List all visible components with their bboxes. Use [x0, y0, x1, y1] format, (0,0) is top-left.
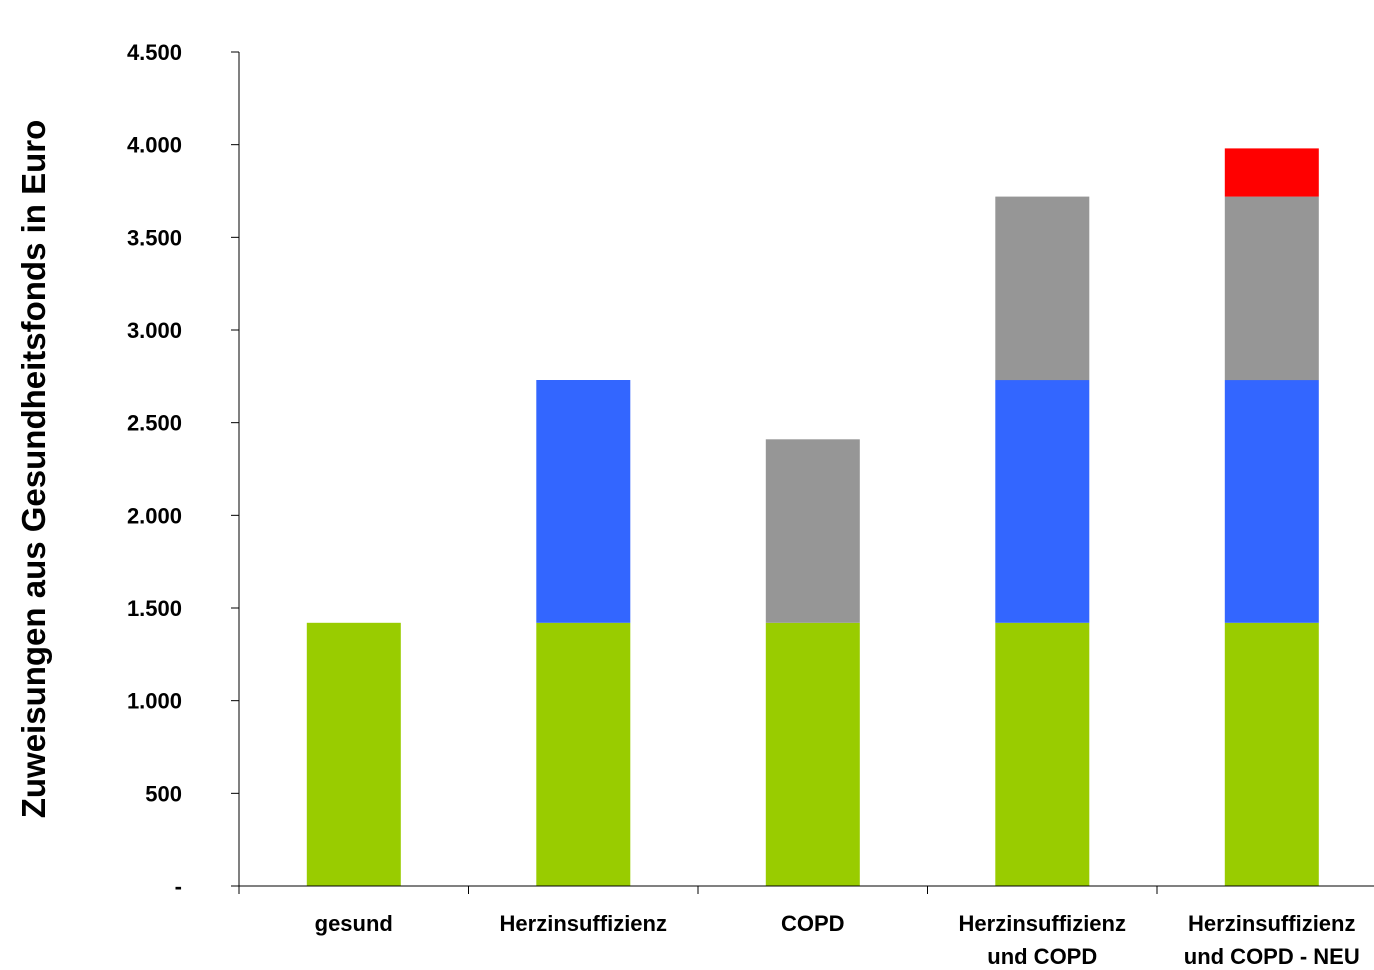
bar-segment-cat4-series1	[1224, 380, 1319, 623]
x-tick-label: gesund	[315, 911, 393, 936]
axes-layer	[231, 52, 1374, 894]
x-ticks: gesund Herzinsuffizienz COPD Herzinsuffizie…	[238, 886, 1360, 969]
y-tick-label: 3.000	[127, 318, 182, 343]
bar-segment-cat1-series0	[536, 622, 631, 886]
bar-segment-cat4-series3	[1224, 148, 1319, 197]
x-tick-label: Herzinsuffizienz und COPD	[959, 911, 1126, 969]
y-tick-label: -	[175, 874, 182, 899]
bar-segment-cat4-series0	[1224, 622, 1319, 886]
y-tick-label: 1.000	[127, 689, 182, 714]
bar-segment-cat4-series2	[1224, 196, 1319, 381]
bar-segment-cat3-series0	[995, 622, 1090, 886]
y-tick-label: 1.500	[127, 596, 182, 621]
y-axis-label: Zuweisungen aus Gesundheitsfonds in Euro	[15, 120, 52, 819]
bar-segment-cat1-series1	[536, 380, 631, 623]
x-tick-label: Herzinsuffizienz	[500, 911, 667, 936]
y-ticks: - 500 1.000 1.500 2.000 2.500 3.000 3.500 4.000 4…	[127, 40, 239, 899]
bar-segment-cat3-series2	[995, 196, 1090, 381]
bar-segment-cat0-series0	[306, 622, 401, 886]
y-axis-label-group: Zuweisungen aus Gesundheitsfonds in Euro	[15, 120, 52, 819]
x-tick-label: Herzinsuffizienz und COPD - NEU	[1184, 911, 1360, 969]
bar-segment-cat2-series0	[765, 622, 860, 886]
y-tick-label: 3.500	[127, 225, 182, 250]
bars-layer	[306, 148, 1319, 886]
y-tick-label: 2.500	[127, 411, 182, 436]
y-tick-label: 4.500	[127, 40, 182, 65]
y-tick-label: 500	[145, 781, 182, 806]
y-tick-label: 2.000	[127, 503, 182, 528]
bar-segment-cat3-series1	[995, 380, 1090, 623]
x-tick-label: COPD	[781, 911, 845, 936]
y-tick-label: 4.000	[127, 133, 182, 158]
bar-segment-cat2-series2	[765, 439, 860, 623]
